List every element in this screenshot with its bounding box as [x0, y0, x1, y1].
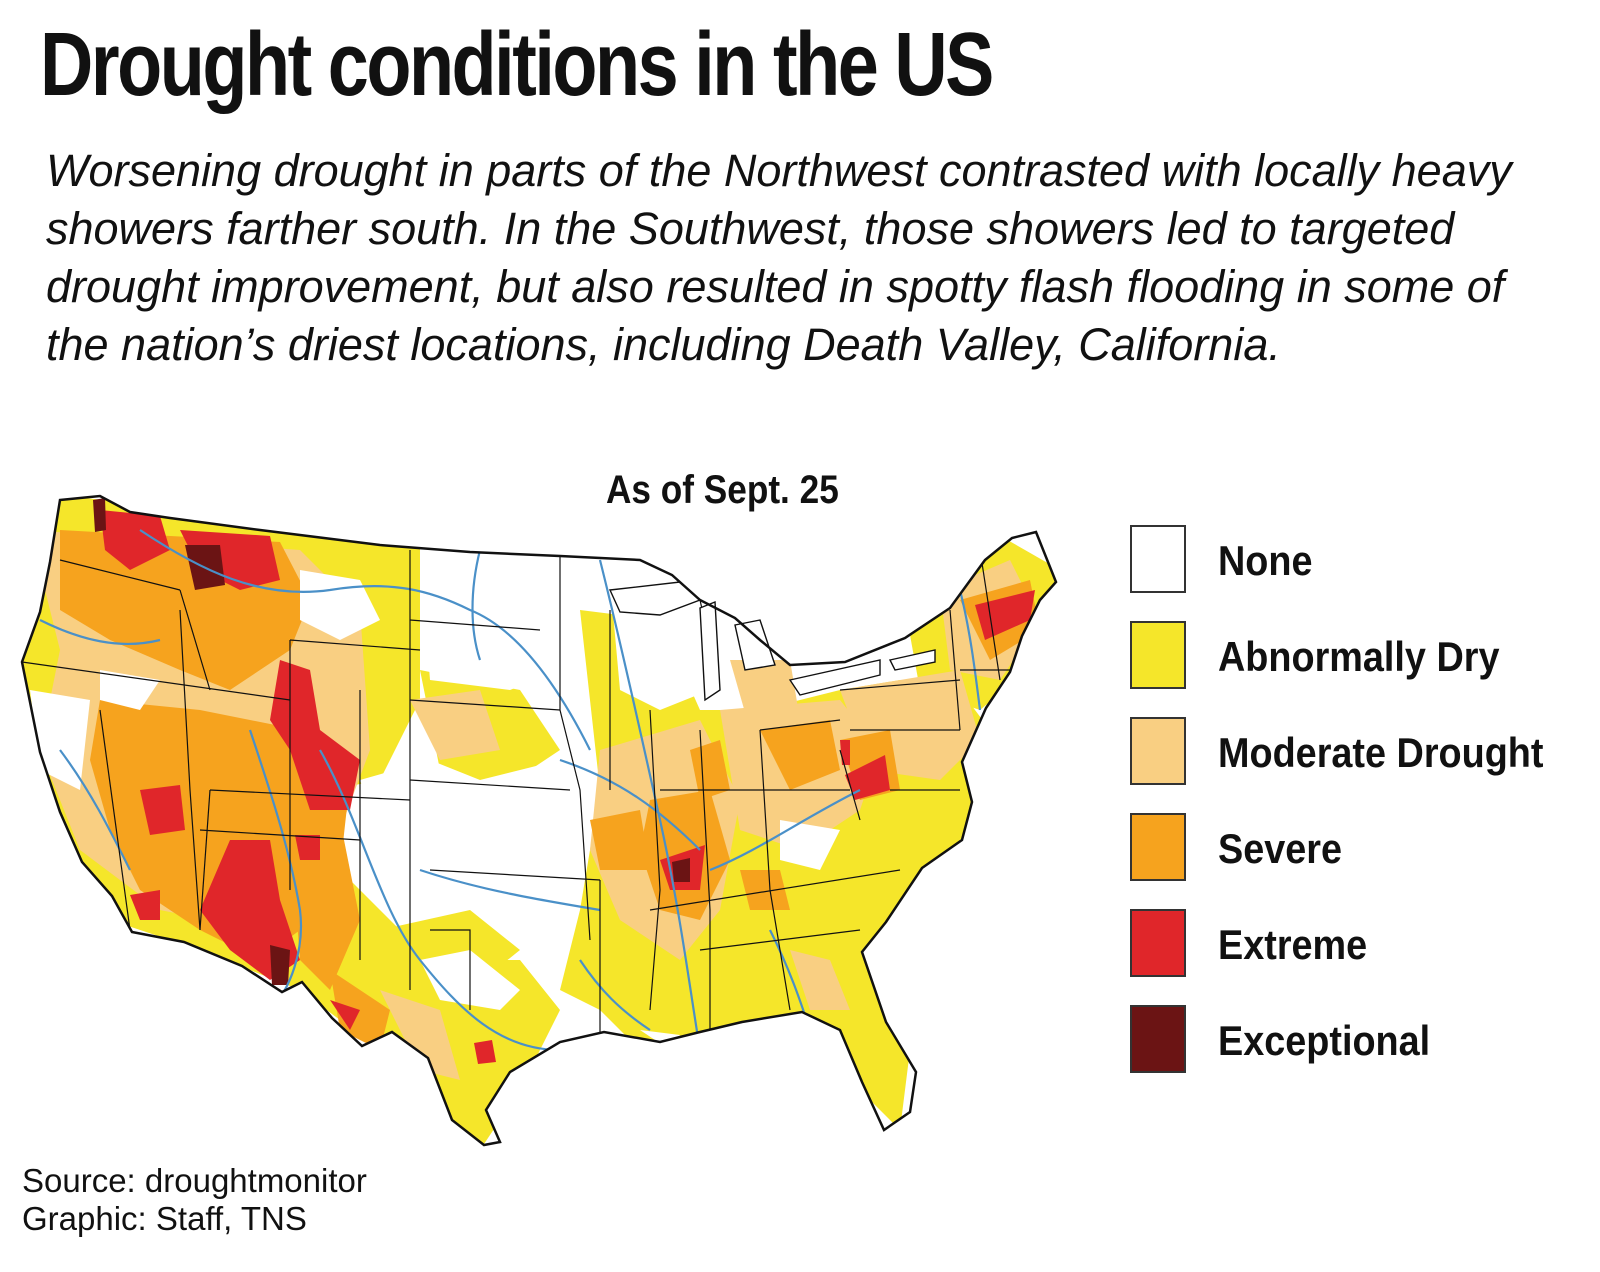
source-credit: Source: droughtmonitor [22, 1162, 367, 1199]
graphic-credit: Graphic: Staff, TNS [22, 1200, 307, 1237]
legend-item-abnormally-dry: Abnormally Dry [1130, 621, 1600, 691]
us-drought-map [20, 494, 1058, 1147]
legend-swatch-severe [1130, 813, 1186, 881]
legend-label-severe: Severe [1218, 825, 1343, 872]
legend-label-moderate-drought: Moderate Drought [1218, 729, 1544, 776]
map-date-label: As of Sept. 25 [606, 468, 839, 512]
legend-swatch-exceptional [1130, 1005, 1186, 1073]
legend-swatch-moderate-drought [1130, 717, 1186, 785]
legend-swatch-extreme [1130, 909, 1186, 977]
legend-item-moderate-drought: Moderate Drought [1130, 717, 1600, 787]
legend-item-extreme: Extreme [1130, 909, 1600, 979]
legend-item-exceptional: Exceptional [1130, 1005, 1600, 1075]
legend-label-extreme: Extreme [1218, 921, 1368, 968]
legend-item-severe: Severe [1130, 813, 1600, 883]
subtitle: Worsening drought in parts of the Northw… [46, 145, 1512, 370]
legend-label-none: None [1218, 537, 1313, 584]
legend-swatch-abnormally-dry [1130, 621, 1186, 689]
page-title: Drought conditions in the US [40, 15, 994, 115]
legend-swatch-none [1130, 525, 1186, 593]
extreme-drought-areas [100, 510, 1035, 1064]
legend-label-abnormally-dry: Abnormally Dry [1218, 633, 1500, 680]
legend-item-none: None [1130, 525, 1600, 595]
legend-label-exceptional: Exceptional [1218, 1017, 1431, 1064]
credits: Source: droughtmonitor Graphic: Staff, T… [22, 1162, 367, 1238]
no-drought-areas [30, 550, 840, 1050]
